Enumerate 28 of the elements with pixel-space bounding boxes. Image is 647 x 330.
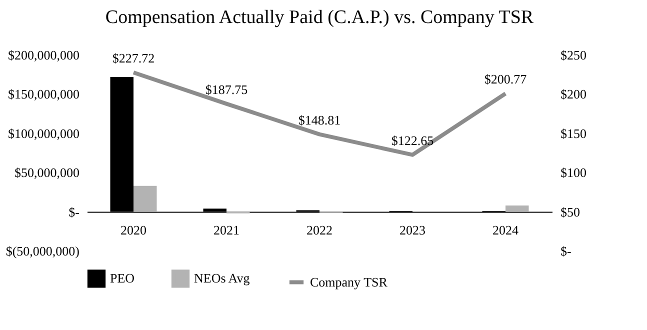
y2-tick-label: $150 [560, 126, 586, 141]
x-tick-label: 2021 [214, 222, 240, 238]
legend-label: PEO [110, 270, 135, 286]
y2-tick-label: $50 [560, 204, 580, 220]
data-label: $122.65 [391, 132, 434, 148]
data-label: $227.72 [112, 50, 155, 66]
y2-tick-label: $- [560, 244, 572, 258]
data-label: $187.75 [205, 82, 248, 97]
y-tick-label: $- [68, 204, 80, 220]
x-tick-label: 2020 [120, 222, 146, 238]
data-label: $200.77 [484, 72, 528, 87]
y-tick-label: $50,000,000 [14, 165, 80, 180]
x-tick-label: 2023 [400, 222, 426, 238]
y2-tick-label: $250 [560, 48, 586, 62]
legend-label: NEOs Avg [194, 270, 250, 286]
data-label: $148.81 [298, 112, 341, 128]
y-tick-label: $100,000,000 [8, 126, 80, 141]
x-tick-label: 2022 [306, 222, 332, 238]
chart-title: Compensation Actually Paid (C.A.P.) vs. Company TSR [105, 7, 534, 28]
bar [134, 186, 157, 212]
y2-tick-label: $100 [560, 165, 586, 180]
legend-label: Company TSR [310, 274, 388, 290]
y-tick-label: $200,000,000 [8, 48, 80, 62]
x-tick-label: 2024 [492, 222, 519, 238]
y2-tick-label: $200 [560, 86, 586, 102]
y-tick-label: $(50,000,000) [6, 244, 80, 258]
y-tick-label: $150,000,000 [8, 86, 80, 102]
bar [506, 206, 529, 212]
